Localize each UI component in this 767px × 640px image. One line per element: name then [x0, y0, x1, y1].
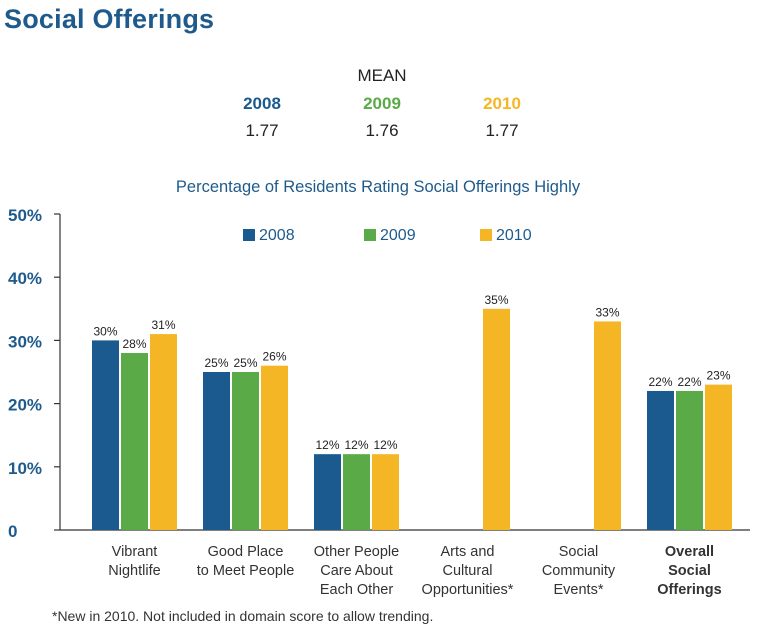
data-label: 22% [677, 375, 701, 389]
legend-label: 2009 [380, 227, 416, 244]
y-tick-label: 10% [8, 459, 42, 478]
legend-swatch [364, 229, 376, 241]
x-tick-label: Good Place [208, 544, 284, 560]
legend-swatch [243, 229, 255, 241]
x-tick-label: Care About [320, 563, 393, 579]
legend-swatch [480, 229, 492, 241]
bar [150, 334, 177, 530]
data-label: 25% [233, 356, 257, 370]
data-label: 35% [484, 293, 508, 307]
bar [261, 365, 288, 530]
legend-label: 2010 [496, 227, 532, 244]
bar [343, 454, 370, 530]
bar [232, 372, 259, 530]
x-tick-label: Social [559, 544, 599, 560]
page-title: Social Offerings [4, 4, 215, 34]
x-tick-label: Opportunities* [422, 582, 514, 598]
x-tick-label: Other People [314, 544, 399, 560]
x-tick-label: Community [542, 563, 616, 579]
bar [676, 390, 703, 530]
legend-label: 2008 [259, 227, 295, 244]
y-tick-label: 50% [8, 206, 42, 225]
data-label: 22% [648, 375, 672, 389]
x-tick-label: Arts and [441, 544, 495, 560]
mean-value-2010: 1.77 [485, 121, 519, 140]
data-label: 25% [204, 356, 228, 370]
bar [647, 390, 674, 530]
bar [483, 308, 510, 530]
x-tick-label: Nightlife [108, 563, 160, 579]
x-tick-label: Each Other [320, 582, 394, 598]
data-label: 28% [122, 337, 146, 351]
bar [203, 372, 230, 530]
bar [594, 321, 621, 530]
mean-year-2008: 2008 [243, 94, 281, 113]
bar [314, 454, 341, 530]
mean-value-2008: 1.77 [245, 121, 279, 140]
bar [92, 340, 119, 530]
data-label: 30% [93, 324, 117, 338]
x-tick-label: Events* [554, 582, 604, 598]
x-tick-label: to Meet People [197, 563, 295, 579]
data-label: 23% [706, 369, 730, 383]
mean-year-2010: 2010 [483, 94, 521, 113]
data-label: 12% [344, 438, 368, 452]
data-label: 12% [373, 438, 397, 452]
mean-year-2009: 2009 [363, 94, 401, 113]
y-tick-label: 40% [8, 269, 42, 288]
y-tick-label: 20% [8, 396, 42, 415]
footnote: *New in 2010. Not included in domain sco… [52, 608, 434, 624]
data-label: 12% [315, 438, 339, 452]
x-tick-label: Vibrant [112, 544, 158, 560]
bar [705, 384, 732, 530]
y-tick-label: 0 [8, 522, 17, 541]
data-label: 26% [262, 350, 286, 364]
x-tick-label: Cultural [443, 563, 493, 579]
x-tick-label: Social [668, 563, 711, 579]
data-label: 33% [595, 305, 619, 319]
data-label: 31% [151, 318, 175, 332]
x-tick-label: Overall [665, 544, 714, 560]
chart-title: Percentage of Residents Rating Social Of… [176, 178, 581, 196]
x-tick-label: Offerings [657, 582, 721, 598]
bar [121, 353, 148, 530]
mean-label: MEAN [357, 66, 407, 85]
y-tick-label: 30% [8, 332, 42, 351]
mean-value-2009: 1.76 [365, 121, 399, 140]
bar [372, 454, 399, 530]
